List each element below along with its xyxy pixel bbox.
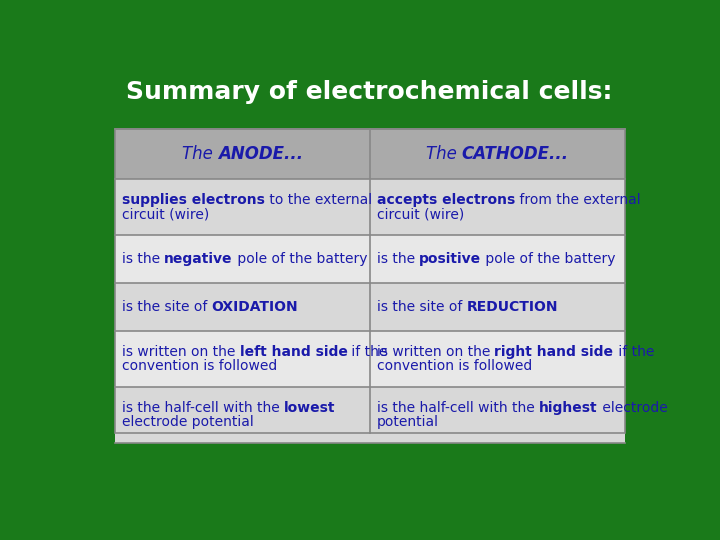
Text: convention is followed: convention is followed xyxy=(122,359,277,373)
Text: is the site of: is the site of xyxy=(377,300,467,314)
Text: from the external: from the external xyxy=(515,193,641,207)
Text: circuit (wire): circuit (wire) xyxy=(377,207,464,221)
Bar xyxy=(370,283,625,331)
Bar xyxy=(370,179,625,235)
Bar xyxy=(370,331,625,387)
Bar xyxy=(114,179,370,235)
Bar xyxy=(114,129,370,179)
Bar xyxy=(114,235,370,283)
Bar xyxy=(114,283,370,331)
Text: is the half-cell with the: is the half-cell with the xyxy=(377,401,539,415)
Text: to the external: to the external xyxy=(265,193,372,207)
Bar xyxy=(370,387,625,443)
Text: is the site of: is the site of xyxy=(122,300,212,314)
Text: positive: positive xyxy=(419,252,482,266)
Text: CATHODE...: CATHODE... xyxy=(462,145,569,163)
Text: is written on the: is written on the xyxy=(122,345,240,359)
Text: negative: negative xyxy=(164,252,233,266)
Text: OXIDATION: OXIDATION xyxy=(212,300,298,314)
Text: convention is followed: convention is followed xyxy=(377,359,532,373)
Bar xyxy=(114,387,370,443)
Text: electrode: electrode xyxy=(598,401,667,415)
Bar xyxy=(114,331,370,387)
Text: highest: highest xyxy=(539,401,598,415)
Bar xyxy=(370,235,625,283)
Text: if the: if the xyxy=(613,345,654,359)
Text: is written on the: is written on the xyxy=(377,345,495,359)
Text: if the: if the xyxy=(347,345,388,359)
Text: is the: is the xyxy=(377,252,419,266)
Text: potential: potential xyxy=(377,415,438,429)
Bar xyxy=(370,129,625,179)
Text: supplies electrons: supplies electrons xyxy=(122,193,265,207)
Text: Summary of electrochemical cells:: Summary of electrochemical cells: xyxy=(126,80,612,104)
Text: REDUCTION: REDUCTION xyxy=(467,300,558,314)
Text: The: The xyxy=(426,145,462,163)
Text: is the half-cell with the: is the half-cell with the xyxy=(122,401,284,415)
Text: ANODE...: ANODE... xyxy=(217,145,303,163)
Text: left hand side: left hand side xyxy=(240,345,347,359)
Text: accepts electrons: accepts electrons xyxy=(377,193,515,207)
Text: electrode potential: electrode potential xyxy=(122,415,253,429)
Text: is the: is the xyxy=(122,252,164,266)
Text: circuit (wire): circuit (wire) xyxy=(122,207,209,221)
Text: right hand side: right hand side xyxy=(495,345,613,359)
Text: lowest: lowest xyxy=(284,401,336,415)
Text: pole of the battery: pole of the battery xyxy=(482,252,616,266)
Text: pole of the battery: pole of the battery xyxy=(233,252,367,266)
Text: The: The xyxy=(181,145,217,163)
Bar xyxy=(114,129,625,433)
